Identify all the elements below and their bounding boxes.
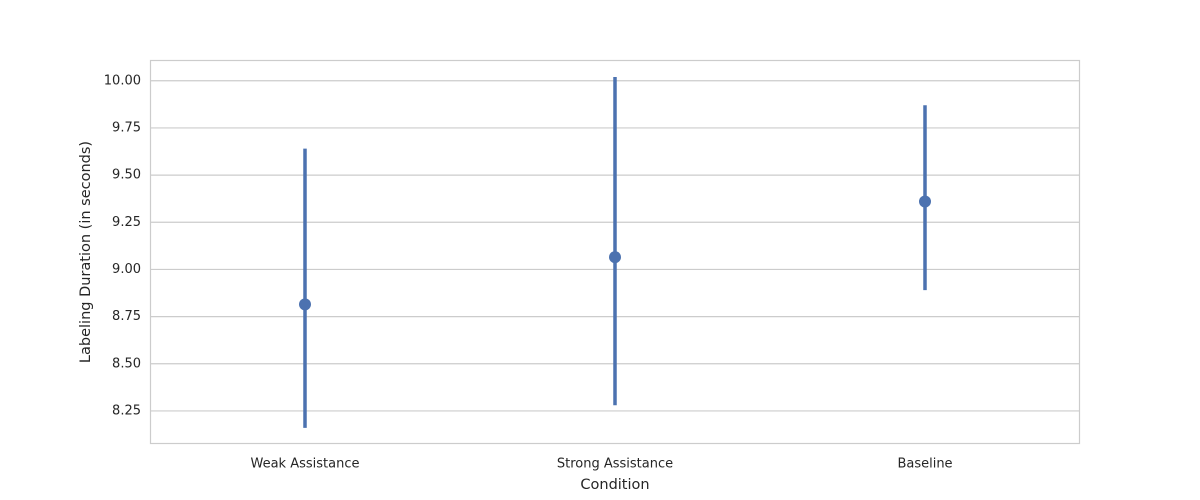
- x-tick-label: Weak Assistance: [251, 457, 360, 472]
- point: [919, 195, 931, 208]
- y-tick-label: 9.75: [112, 120, 141, 135]
- point: [299, 298, 311, 311]
- point: [609, 251, 621, 264]
- plot-frame: [149, 59, 1081, 445]
- y-axis-title: Labeling Duration (in seconds): [78, 141, 94, 363]
- y-tick-label: 8.25: [112, 403, 141, 418]
- x-axis-title: Condition: [580, 477, 649, 493]
- y-tick-label: 8.75: [112, 309, 141, 324]
- y-tick-label: 9.50: [112, 168, 141, 183]
- y-tick-label: 9.25: [112, 215, 141, 230]
- y-tick-label: 10.00: [104, 73, 141, 88]
- x-tick-label: Strong Assistance: [557, 457, 673, 472]
- x-tick-label: Baseline: [897, 457, 952, 472]
- y-tick-label: 8.50: [112, 356, 141, 371]
- y-tick-label: 9.00: [112, 262, 141, 277]
